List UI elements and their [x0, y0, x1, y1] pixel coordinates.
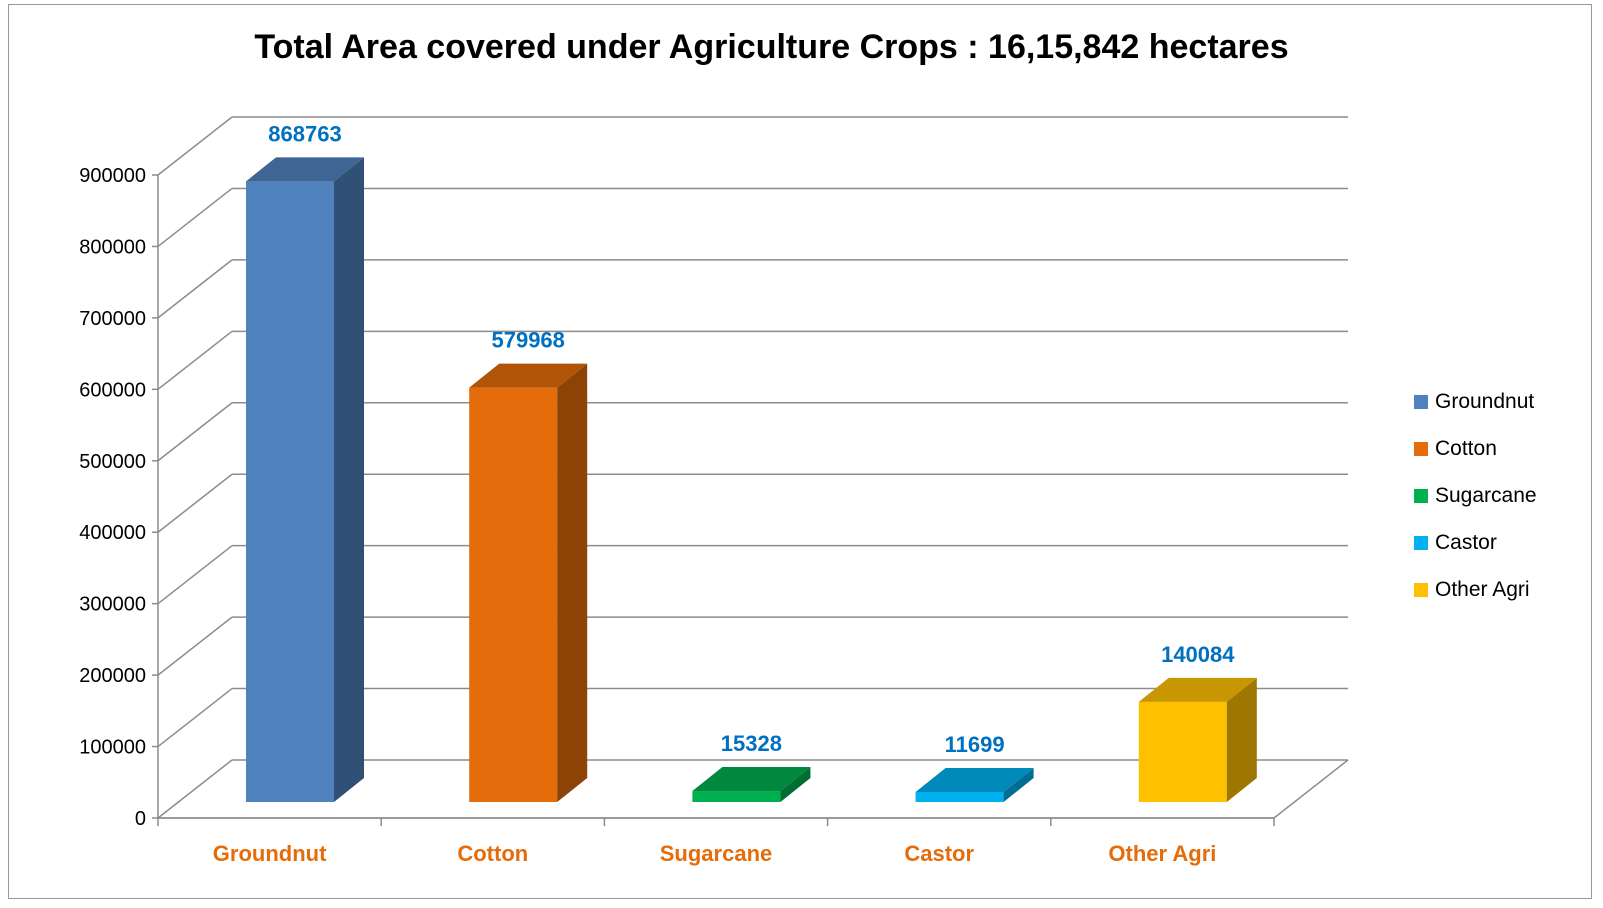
- side-gridline: [157, 330, 233, 390]
- bar-front-sugarcane: [692, 791, 781, 802]
- bar-side-groundnut: [334, 157, 364, 802]
- legend-swatch-other-agri: [1414, 582, 1428, 597]
- y-tick-label: 0: [135, 808, 146, 830]
- legend-label-other-agri: Other Agri: [1435, 577, 1530, 601]
- side-gridline: [157, 759, 233, 819]
- data-label-sugarcane: 15328: [721, 731, 782, 756]
- side-gridline: [157, 616, 233, 676]
- y-tick-label: 900000: [79, 165, 146, 187]
- category-label-castor: Castor: [904, 841, 974, 866]
- legend-item-other-agri: Other Agri: [1414, 566, 1537, 613]
- legend-item-groundnut: Groundnut: [1414, 378, 1537, 425]
- side-gridline: [157, 545, 233, 605]
- data-label-groundnut: 868763: [268, 121, 341, 146]
- legend-swatch-sugarcane: [1414, 488, 1428, 503]
- bar-front-cotton: [469, 387, 558, 802]
- bar-side-castor: [1003, 768, 1034, 802]
- bar-top-groundnut: [246, 157, 364, 182]
- category-label-groundnut: Groundnut: [213, 841, 327, 866]
- bar-side-sugarcane: [780, 767, 811, 802]
- y-tick-label: 400000: [79, 522, 146, 544]
- bar-top-castor: [915, 768, 1034, 792]
- legend-item-cotton: Cotton: [1414, 425, 1537, 472]
- category-label-other-agri: Other Agri: [1108, 841, 1216, 866]
- legend-label-castor: Castor: [1435, 530, 1497, 554]
- bar-top-sugarcane: [692, 767, 811, 792]
- category-label-cotton: Cotton: [457, 841, 528, 866]
- y-tick-label: 700000: [79, 308, 146, 330]
- legend-item-sugarcane: Sugarcane: [1414, 472, 1537, 519]
- data-label-castor: 11699: [945, 732, 1005, 757]
- bar-top-other-agri: [1138, 677, 1257, 702]
- y-tick-label: 800000: [79, 236, 146, 258]
- legend-item-castor: Castor: [1414, 519, 1537, 566]
- category-label-sugarcane: Sugarcane: [660, 841, 773, 866]
- side-gridline: [157, 473, 233, 533]
- legend-label-sugarcane: Sugarcane: [1435, 483, 1537, 507]
- y-tick-label: 200000: [79, 665, 146, 687]
- data-label-other-agri: 140084: [1161, 642, 1235, 667]
- bar-top-cotton: [469, 363, 588, 388]
- legend-swatch-groundnut: [1414, 394, 1428, 409]
- side-gridline: [157, 402, 233, 462]
- bar-side-cotton: [557, 363, 588, 802]
- bar-front-groundnut: [246, 181, 334, 802]
- side-gridline: [157, 259, 233, 319]
- legend-swatch-castor: [1414, 535, 1428, 550]
- chart-title: Total Area covered under Agriculture Cro…: [254, 28, 1289, 66]
- legend: Groundnut Cotton Sugarcane Castor Other …: [1414, 378, 1537, 613]
- bar-front-other-agri: [1138, 701, 1227, 802]
- bar-front-castor: [915, 792, 1004, 802]
- legend-label-groundnut: Groundnut: [1435, 389, 1535, 413]
- y-tick-label: 100000: [79, 737, 146, 759]
- y-tick-label: 600000: [79, 379, 146, 401]
- legend-label-cotton: Cotton: [1435, 436, 1497, 460]
- y-tick-label: 300000: [79, 594, 146, 616]
- side-gridline: [157, 187, 233, 248]
- y-tick-label: 500000: [79, 451, 146, 473]
- bar-side-other-agri: [1226, 677, 1257, 802]
- data-label-cotton: 579968: [491, 328, 564, 353]
- legend-swatch-cotton: [1414, 441, 1428, 456]
- side-gridline: [157, 687, 233, 748]
- side-gridline: [157, 116, 233, 176]
